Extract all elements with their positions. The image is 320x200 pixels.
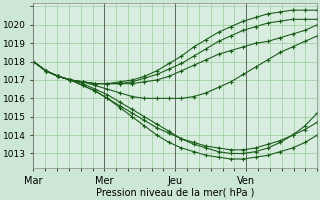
X-axis label: Pression niveau de la mer( hPa ): Pression niveau de la mer( hPa ) <box>96 187 254 197</box>
